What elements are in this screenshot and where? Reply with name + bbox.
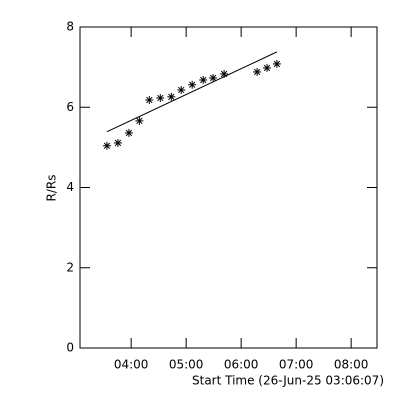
data-point xyxy=(102,141,111,150)
x-tick-label: 06:00 xyxy=(224,358,259,372)
y-tick-label: 4 xyxy=(66,180,74,194)
data-point xyxy=(188,80,197,89)
asterisk-stroke xyxy=(220,70,228,78)
asterisk-stroke xyxy=(253,68,261,76)
data-point xyxy=(209,73,218,82)
data-point xyxy=(145,96,154,105)
data-point xyxy=(124,128,133,137)
data-point xyxy=(167,92,176,101)
asterisk-stroke xyxy=(168,93,175,100)
x-axis-label: Start Time (26-Jun-25 03:06:07) xyxy=(192,374,384,388)
data-point xyxy=(272,59,281,68)
x-tick-label: 04:00 xyxy=(114,358,149,372)
data-point xyxy=(177,85,186,94)
asterisk-stroke xyxy=(103,142,111,149)
asterisk-stroke xyxy=(200,76,207,84)
fit-line xyxy=(106,51,278,133)
asterisk-stroke xyxy=(263,64,271,72)
asterisk-stroke xyxy=(178,86,185,94)
data-point xyxy=(253,67,262,76)
y-axis-label: R/Rs xyxy=(45,175,59,202)
x-tick-label: 05:00 xyxy=(169,358,204,372)
data-point xyxy=(135,116,144,125)
data-point xyxy=(156,94,165,103)
data-point xyxy=(113,138,122,147)
asterisk-stroke xyxy=(273,60,281,68)
x-tick-label: 08:00 xyxy=(334,358,369,372)
x-tick-label: 07:00 xyxy=(279,358,314,372)
data-point xyxy=(263,63,271,72)
asterisk-stroke xyxy=(136,117,143,125)
data-point xyxy=(199,75,208,84)
asterisk-stroke xyxy=(157,94,164,102)
y-tick-label: 0 xyxy=(66,341,74,355)
y-tick-label: 6 xyxy=(66,100,74,114)
y-tick-label: 2 xyxy=(66,260,74,274)
asterisk-stroke xyxy=(146,96,153,104)
y-tick-label: 8 xyxy=(66,20,74,34)
asterisk-stroke xyxy=(125,129,133,137)
asterisk-stroke xyxy=(209,74,217,82)
asterisk-stroke xyxy=(189,81,196,88)
asterisk-stroke xyxy=(114,139,122,147)
